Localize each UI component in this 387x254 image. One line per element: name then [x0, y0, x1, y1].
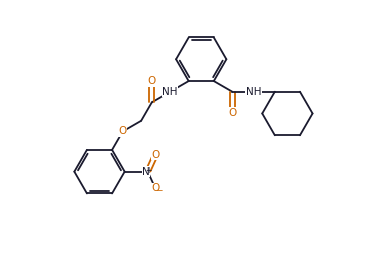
Text: O: O	[228, 108, 236, 118]
Text: +: +	[145, 166, 151, 174]
Text: NH: NH	[163, 87, 178, 97]
Text: O: O	[151, 150, 160, 160]
Text: −: −	[155, 185, 163, 194]
Text: NH: NH	[246, 87, 261, 97]
Text: O: O	[118, 126, 127, 136]
Text: N: N	[142, 167, 150, 177]
Text: O: O	[148, 76, 156, 86]
Text: O: O	[151, 183, 160, 193]
